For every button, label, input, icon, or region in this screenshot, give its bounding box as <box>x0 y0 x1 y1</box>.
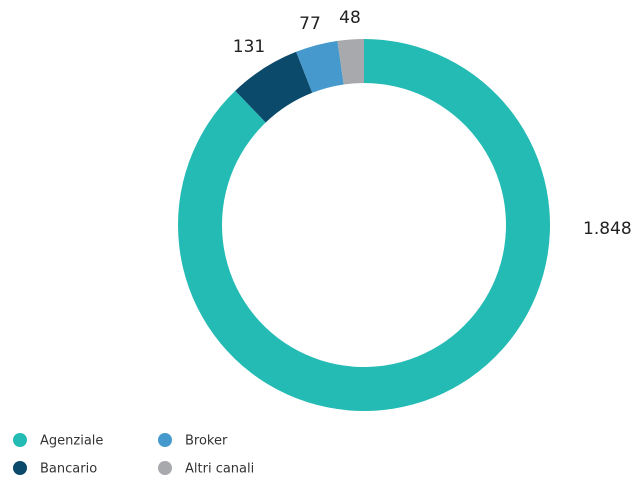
donut-slice <box>178 39 550 411</box>
legend-label: Bancario <box>40 462 97 477</box>
legend-label: Altri canali <box>185 462 254 477</box>
donut-slice <box>337 39 364 85</box>
value-label: 77 <box>299 14 321 34</box>
legend-label: Agenziale <box>40 434 103 449</box>
value-label: 48 <box>339 8 361 28</box>
value-label: 1.848 <box>583 219 632 239</box>
donut-slice <box>235 51 313 123</box>
legend-swatch <box>158 433 172 447</box>
legend-swatch <box>13 433 27 447</box>
legend-swatch <box>13 461 27 475</box>
value-label: 131 <box>233 37 265 57</box>
legend-label: Broker <box>185 434 228 449</box>
donut-slice <box>296 40 344 93</box>
legend-swatch <box>158 461 172 475</box>
